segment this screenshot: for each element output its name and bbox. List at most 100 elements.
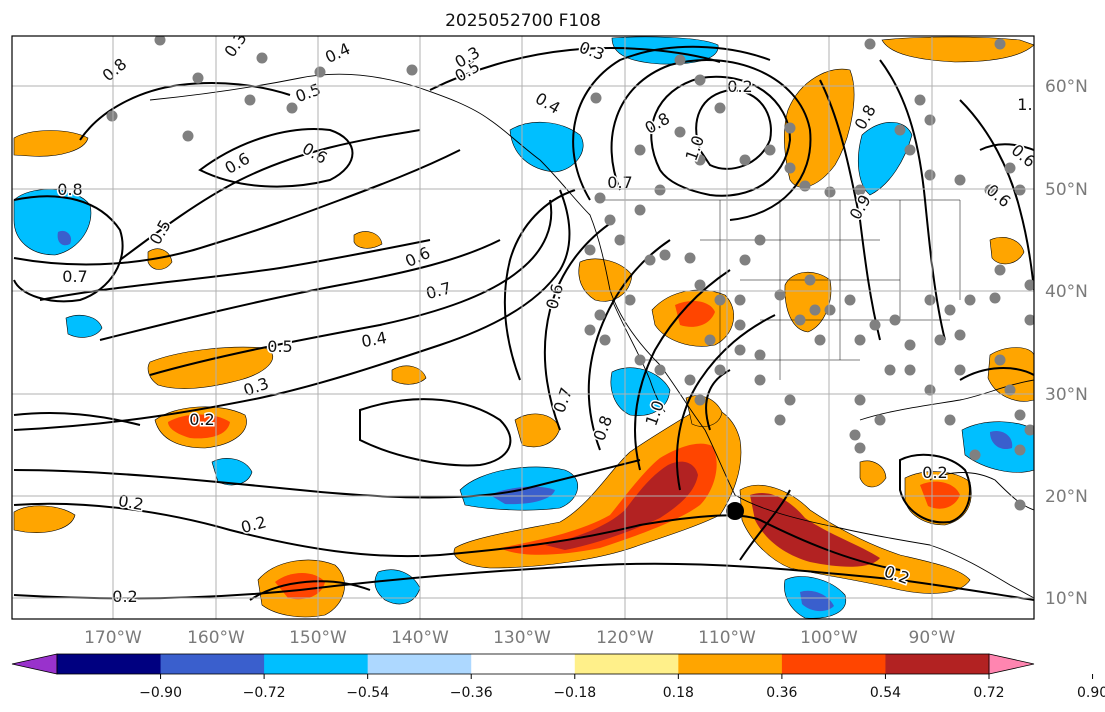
contour-label: 0.4 — [360, 328, 388, 351]
positive-anomaly-region — [989, 237, 1025, 265]
station-dot — [884, 364, 896, 376]
station-dot — [854, 334, 866, 346]
colorbar-swatch — [367, 654, 472, 674]
colorbar-swatch — [885, 654, 990, 674]
station-dot — [784, 394, 796, 406]
station-dot — [1014, 499, 1026, 511]
contour-line — [13, 562, 1034, 601]
station-dot — [844, 294, 856, 306]
positive-anomaly-region — [920, 481, 960, 509]
colorbar-swatch — [264, 654, 369, 674]
negative-anomaly-region — [961, 421, 1034, 473]
station-dot — [674, 126, 686, 138]
station-dot — [604, 214, 616, 226]
positive-anomaly-region — [859, 460, 887, 488]
contour-label: 0.5 — [267, 337, 292, 356]
station-dot — [244, 94, 256, 106]
colorbar-swatch — [471, 654, 576, 674]
positive-anomaly-region — [147, 248, 173, 270]
station-dot — [964, 294, 976, 306]
station-dot — [854, 442, 866, 454]
coastline-baja — [611, 299, 666, 413]
station-dot — [774, 414, 786, 426]
gridlines — [12, 36, 1034, 619]
colorbar-tick-label: −0.54 — [346, 685, 389, 701]
positive-anomaly-region — [13, 505, 76, 533]
station-dot — [924, 169, 936, 181]
station-dot — [889, 314, 901, 326]
station-dot — [739, 254, 751, 266]
contour-label: 0.2 — [112, 587, 137, 606]
station-dot — [154, 36, 166, 46]
station-dot — [1024, 424, 1034, 436]
contour-line — [695, 88, 772, 170]
colorbar-high-extension — [988, 653, 1035, 675]
contour-line — [429, 47, 721, 91]
contour-label: 1.0 — [1017, 95, 1042, 114]
station-dot — [804, 274, 816, 286]
station-dot — [714, 294, 726, 306]
station-dot — [734, 319, 746, 331]
station-dot — [809, 304, 821, 316]
positive-anomaly-region — [168, 414, 230, 439]
station-dot — [192, 72, 204, 84]
station-dot — [864, 38, 876, 50]
station-dot — [714, 364, 726, 376]
contour-line — [359, 398, 512, 467]
station-dot — [969, 449, 981, 461]
station-dot — [854, 184, 866, 196]
station-dot — [256, 52, 268, 64]
station-dot — [894, 124, 906, 136]
station-dot — [869, 319, 881, 331]
contour-line — [13, 459, 641, 499]
station-dot — [684, 374, 696, 386]
station-dot — [1014, 184, 1026, 196]
longitude-labels: 170°W 160°W 150°W 140°W 130°W 120°W 110°… — [84, 628, 956, 648]
station-dot — [914, 94, 926, 106]
colorbar-tick-label: −0.18 — [553, 685, 596, 701]
colorbar-tick-label: −0.36 — [450, 685, 493, 701]
station-dot — [406, 64, 418, 76]
contour-line — [13, 189, 571, 431]
negative-anomaly-region — [211, 458, 253, 486]
negative-anomaly-region — [57, 230, 72, 246]
station-dot — [594, 192, 606, 204]
lon-label: 130°W — [493, 628, 551, 648]
station-dot — [814, 334, 826, 346]
station-dot — [774, 289, 786, 301]
station-dot — [904, 364, 916, 376]
lat-label: 20°N — [1045, 487, 1088, 507]
contour-line — [959, 367, 1034, 381]
contour-label: 0.7 — [62, 267, 87, 286]
station-dot — [754, 349, 766, 361]
station-dot — [1014, 409, 1026, 421]
contour-line — [149, 199, 553, 376]
figure-title: 2025052700 F108 — [445, 11, 601, 31]
colorbar: −0.90 −0.72 −0.54 −0.36 −0.18 0.18 0.36 0.54 0.7… — [11, 653, 1105, 701]
station-dot — [739, 154, 751, 166]
lon-label: 160°W — [187, 628, 245, 648]
positive-anomaly-region — [750, 492, 880, 567]
station-dot — [1014, 444, 1026, 456]
station-dot — [694, 74, 706, 86]
station-dot — [994, 38, 1006, 50]
station-dot — [286, 102, 298, 114]
station-dot — [924, 384, 936, 396]
contour-line — [572, 45, 771, 201]
station-dot — [659, 249, 671, 261]
station-dot — [644, 254, 656, 266]
station-dot — [106, 110, 118, 122]
contour-label: 0.2 — [922, 463, 947, 482]
station-dot — [944, 304, 956, 316]
colorbar-low-extension — [11, 653, 58, 675]
station-dot — [794, 314, 806, 326]
map-panel: 0.80.3 0.40.50.60.30.21.00.70.80.50.60.50… — [11, 35, 1042, 620]
station-dot — [954, 364, 966, 376]
contour-line — [79, 82, 291, 141]
coastline-alaska — [149, 73, 421, 101]
positive-anomaly-region — [453, 407, 742, 569]
station-dot — [854, 394, 866, 406]
contour-line — [705, 369, 731, 431]
colorbar-tick-label: 0.90 — [1077, 685, 1105, 701]
